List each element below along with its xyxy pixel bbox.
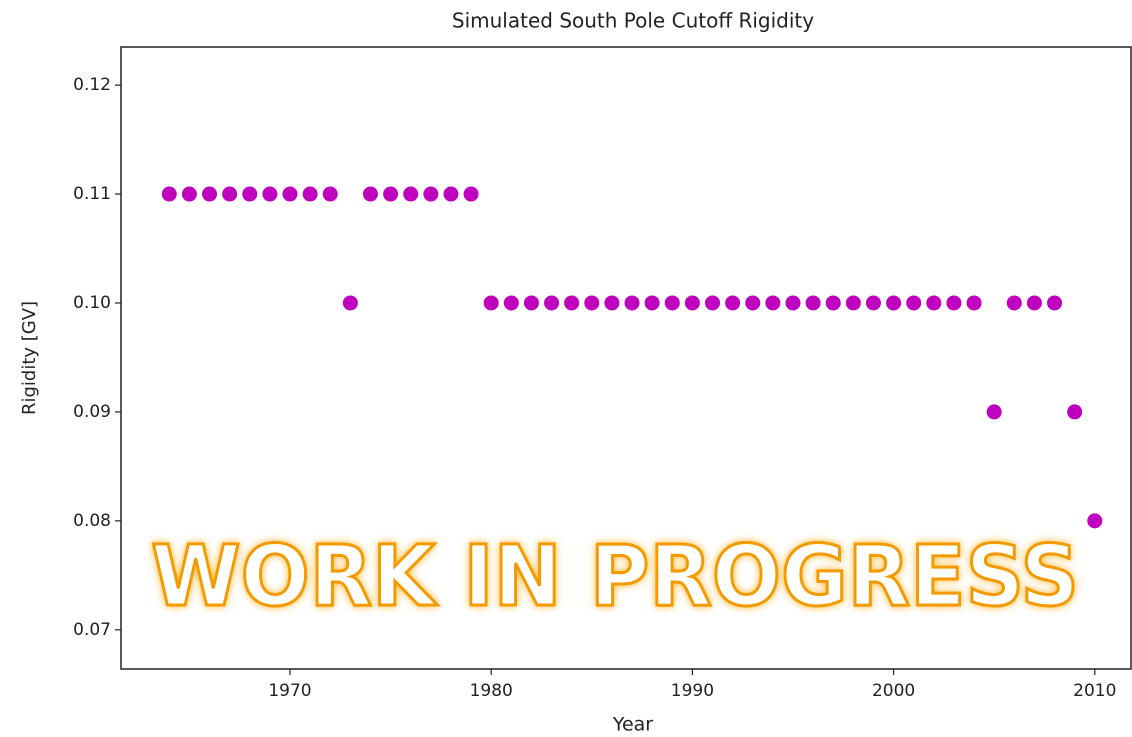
point: [765, 295, 781, 311]
point: [161, 186, 177, 202]
point: [926, 295, 942, 311]
point: [745, 295, 761, 311]
point: [1067, 404, 1083, 420]
point: [342, 295, 358, 311]
point: [302, 186, 318, 202]
chart-title: Simulated South Pole Cutoff Rigidity: [452, 9, 814, 33]
point: [684, 295, 700, 311]
y-tick-label: 0.10: [73, 293, 111, 313]
point: [503, 295, 519, 311]
plot-frame: [120, 46, 1132, 670]
point: [383, 186, 399, 202]
y-tick-label: 0.12: [73, 75, 111, 95]
x-tick-label: 1970: [268, 681, 311, 701]
point: [906, 295, 922, 311]
x-tick-label: 2000: [872, 681, 915, 701]
point: [584, 295, 600, 311]
point: [865, 295, 881, 311]
x-tick-label: 1980: [470, 681, 513, 701]
point: [463, 186, 479, 202]
point: [825, 295, 841, 311]
point: [202, 186, 218, 202]
point: [946, 295, 962, 311]
point: [664, 295, 680, 311]
point: [986, 404, 1002, 420]
point: [483, 295, 499, 311]
y-tick-label: 0.07: [73, 620, 111, 640]
point: [1006, 295, 1022, 311]
point: [443, 186, 459, 202]
x-axis-label: Year: [612, 714, 653, 736]
y-tick-label: 0.11: [73, 184, 111, 204]
point: [644, 295, 660, 311]
point: [845, 295, 861, 311]
point: [322, 186, 338, 202]
annotation: WORK IN PROGRESS: [151, 527, 1079, 625]
point: [544, 295, 560, 311]
point: [1026, 295, 1042, 311]
point: [1047, 295, 1063, 311]
x-tick-label: 1990: [671, 681, 714, 701]
x-tick-label: 2010: [1073, 681, 1116, 701]
point: [705, 295, 721, 311]
point: [886, 295, 902, 311]
point: [785, 295, 801, 311]
point: [725, 295, 741, 311]
point: [1087, 513, 1103, 529]
point: [262, 186, 278, 202]
point: [523, 295, 539, 311]
point: [966, 295, 982, 311]
point: [362, 186, 378, 202]
y-tick-label: 0.09: [73, 402, 111, 422]
point: [222, 186, 238, 202]
point: [403, 186, 419, 202]
point: [604, 295, 620, 311]
y-axis-label: Rigidity [GV]: [19, 301, 40, 415]
point: [423, 186, 439, 202]
point: [242, 186, 258, 202]
y-tick-label: 0.08: [73, 511, 111, 531]
point: [624, 295, 640, 311]
point: [282, 186, 298, 202]
point: [805, 295, 821, 311]
point: [564, 295, 580, 311]
point: [181, 186, 197, 202]
